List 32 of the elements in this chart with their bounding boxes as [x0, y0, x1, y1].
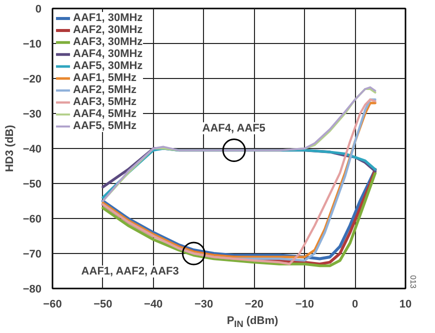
- x-tick-label: −10: [295, 298, 314, 310]
- annotation: AAF1, AAF2, AAF3: [81, 266, 179, 278]
- y-tick-label: −80: [22, 284, 42, 296]
- y-tick-label: −70: [22, 248, 42, 260]
- legend-label: AAF5, 5MHz: [73, 120, 137, 132]
- legend-label: AAF2, 30MHz: [73, 24, 143, 36]
- y-tick-label: −40: [22, 144, 42, 156]
- legend-label: AAF4, 5MHz: [73, 108, 137, 120]
- legend-label: AAF1, 30MHz: [73, 12, 143, 24]
- y-tick-label: −60: [22, 214, 42, 226]
- legend-label: AAF1, 5MHz: [73, 72, 137, 84]
- y-tick-label: −20: [22, 74, 42, 86]
- x-tick-label: 0: [352, 298, 358, 310]
- y-tick-label: −30: [22, 108, 42, 120]
- y-tick-label: −50: [22, 178, 42, 190]
- x-tick-label: −50: [94, 298, 112, 310]
- x-tick-label: −60: [43, 298, 62, 310]
- legend-label: AAF3, 30MHz: [73, 36, 143, 48]
- annotation: AAF4, AAF5: [202, 122, 266, 134]
- legend-label: AAF5, 30MHz: [73, 60, 143, 72]
- x-tick-label: −40: [144, 298, 163, 310]
- x-axis-title: P$_{IN}$ (dBm): [226, 315, 278, 330]
- x-tick-label: 10: [399, 298, 412, 310]
- legend-label: AAF2, 5MHz: [73, 84, 137, 96]
- y-tick-label: 0: [35, 4, 42, 16]
- legend-label: AAF3, 5MHz: [73, 96, 137, 108]
- x-tick-label: −30: [194, 298, 214, 310]
- y-tick-label: −10: [22, 38, 42, 50]
- text: 013: [408, 275, 418, 290]
- legend-label: AAF4, 30MHz: [73, 48, 143, 60]
- x-tick-label: −20: [244, 298, 264, 310]
- y-axis-title: HD3 (dB): [4, 124, 16, 172]
